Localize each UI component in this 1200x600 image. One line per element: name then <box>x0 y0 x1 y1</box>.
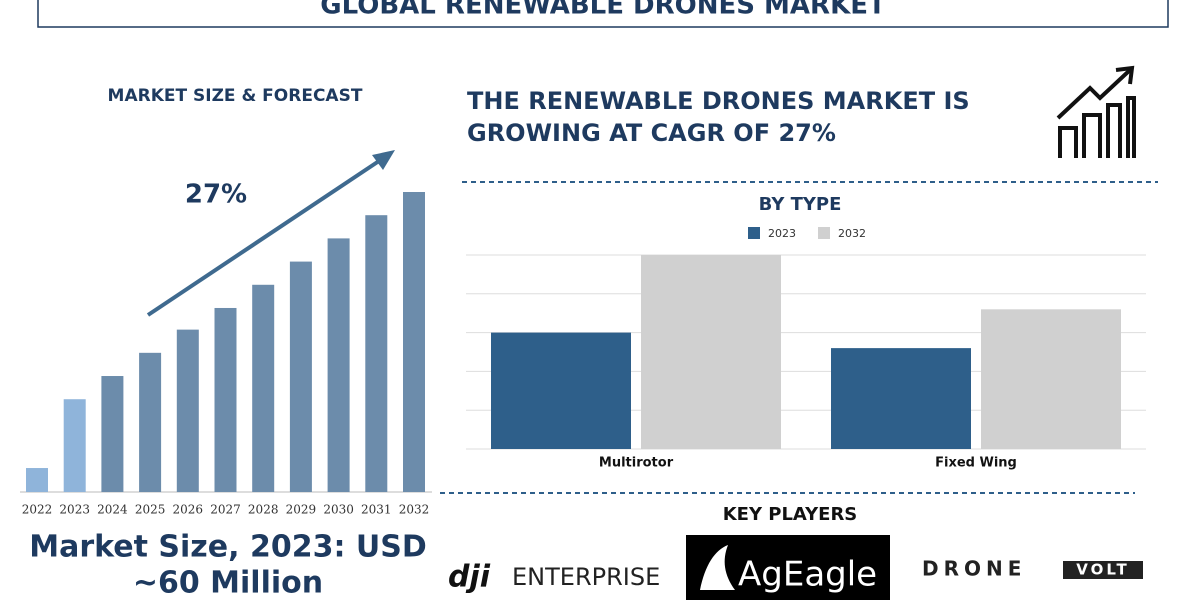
legend-label: 2032 <box>838 227 866 240</box>
bar <box>641 255 781 449</box>
x-tick-label: 2027 <box>210 503 241 517</box>
trend-arrow <box>146 155 387 317</box>
bar <box>214 307 237 492</box>
bar <box>26 468 48 492</box>
chart-title: BY TYPE <box>759 194 842 215</box>
page-title: GLOBAL RENEWABLE DRONES MARKET <box>320 0 886 21</box>
logo: AgEagle <box>738 555 877 595</box>
bar <box>63 399 86 492</box>
bar <box>289 261 312 492</box>
bar <box>403 192 425 492</box>
x-tick-label: 2025 <box>135 503 166 517</box>
x-tick-label: 2030 <box>323 503 354 517</box>
logo: ENTERPRISE <box>512 563 660 591</box>
x-tick-label: 2022 <box>22 503 53 517</box>
x-tick-label: 2028 <box>248 503 279 517</box>
bar <box>365 215 388 493</box>
logo: DRONE <box>922 557 1026 581</box>
x-tick-label: 2026 <box>173 503 204 517</box>
x-tick-label: Multirotor <box>599 456 674 471</box>
arrow-head <box>372 150 395 170</box>
logo: VOLT <box>1076 561 1129 579</box>
chart-title: MARKET SIZE & FORECAST <box>108 86 363 106</box>
logo-box <box>1063 561 1143 579</box>
legend-swatch <box>748 227 760 239</box>
x-tick-label: 2029 <box>286 503 317 517</box>
bar <box>139 352 162 492</box>
annotation: 27% <box>185 180 247 210</box>
x-tick-label: 2024 <box>97 503 128 517</box>
logo: dji <box>448 560 491 595</box>
x-tick-label: 2031 <box>361 503 392 517</box>
logo-wing <box>700 545 735 590</box>
market-size: ~60 Million <box>133 566 323 600</box>
section-title: KEY PLAYERS <box>723 504 858 525</box>
bar <box>491 332 631 449</box>
legend-swatch <box>818 227 830 239</box>
x-tick-label: 2032 <box>399 503 430 517</box>
bar <box>831 348 971 449</box>
title-box <box>37 0 1169 28</box>
bar <box>101 376 124 492</box>
x-tick-label: Fixed Wing <box>935 456 1017 471</box>
growth-icon <box>1056 65 1136 158</box>
bar <box>981 309 1121 449</box>
legend-label: 2023 <box>768 227 796 240</box>
bar <box>176 329 199 492</box>
x-tick-label: 2023 <box>59 503 90 517</box>
market-size: Market Size, 2023: USD <box>29 530 427 565</box>
bar <box>327 238 350 492</box>
headline: THE RENEWABLE DRONES MARKET IS <box>467 87 970 115</box>
bar <box>252 284 275 492</box>
headline: GROWING AT CAGR OF 27% <box>467 119 836 147</box>
